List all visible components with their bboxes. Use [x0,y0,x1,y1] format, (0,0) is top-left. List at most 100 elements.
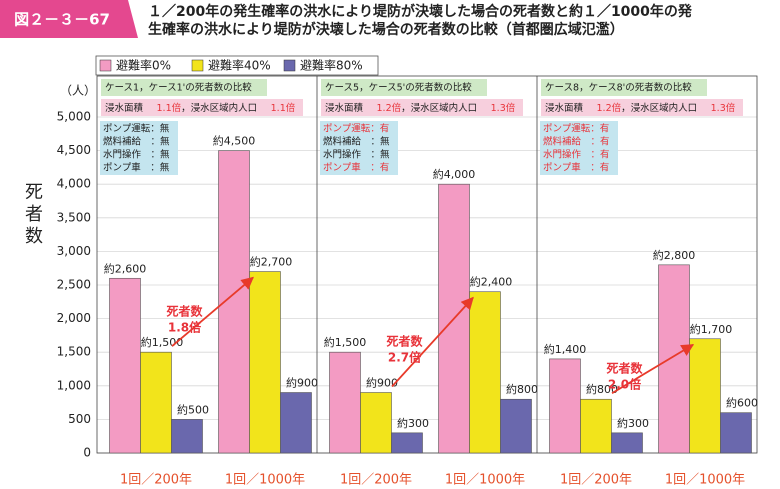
condition: ポンプ運転：有 [543,123,609,135]
x-tick-label: 1回／200年 [560,473,632,488]
bar [140,351,172,454]
condition: 燃料補給 ：無 [103,136,170,148]
value-label: 約600 [726,396,758,410]
value-label: 約300 [397,416,429,430]
condition: ポンプ車 ：無 [103,162,170,174]
condition: ポンプ運転：無 [103,123,170,135]
bar [249,271,281,454]
case-subheader-box [321,99,523,116]
value-label: 約800 [506,382,538,396]
x-tick-label: 1回／1000年 [225,473,305,488]
value-label: 約900 [366,376,398,390]
condition: 水門操作 ：有 [543,149,610,161]
y-tick-label: 0 [83,446,91,460]
x-tick-label: 1回／200年 [120,473,192,488]
value-label: 約900 [286,376,318,390]
bar [171,419,203,454]
ratio-annotation: 死者数 [606,361,643,376]
legend-box [95,55,379,76]
case-subheader: 浸水面積 1.1倍，浸水区域内人口 1.1倍 [105,102,296,114]
value-label: 約1,500 [324,335,367,349]
y-tick-label: 1,500 [57,345,91,359]
subheader-part: 1.3倍 [711,102,736,114]
plot-frame [96,75,758,454]
case-header-box [541,79,707,96]
figure-number: 図２－３－67 [14,11,110,29]
value-label: 約4,000 [433,167,476,181]
subheader-part: 浸水面積 [105,102,153,114]
value-label: 約1,400 [544,342,587,356]
y-tick-label: 500 [68,412,91,426]
subheader-part: 1.3倍 [491,102,516,114]
case-header-box [321,79,487,96]
value-label: 約4,500 [213,134,256,148]
case-header: ケース5，ケース5'の死者数の比較 [325,82,472,94]
ratio-annotation: 死者数 [386,334,423,349]
conditions-box [540,121,618,175]
legend-label: 避難率40% [208,58,271,73]
value-label: 約2,800 [653,248,696,262]
condition: 水門操作 ：無 [323,149,390,161]
case-subheader: 浸水面積 1.2倍，浸水区域内人口 1.3倍 [325,102,516,114]
bar [658,264,690,454]
subheader-part: 浸水面積 [545,102,593,114]
y-tick-label: 4,000 [57,177,91,191]
condition: 水門操作 ：無 [103,149,170,161]
condition: 燃料補給 ：無 [323,136,390,148]
y-tick-label: 4,500 [57,143,91,157]
title-line: １／200年の発生確率の洪水により堤防が決壊した場合の死者数と約１／1000年の… [148,3,693,20]
case-header-box [101,79,267,96]
y-tick-label: 5,000 [57,110,91,124]
figure-number-box [0,0,138,38]
case-subheader: 浸水面積 1.2倍，浸水区域内人口 1.3倍 [545,102,736,114]
condition: 燃料補給 ：有 [543,136,610,148]
bar [109,277,141,454]
ratio-arrow [171,276,254,347]
bar [611,432,643,454]
bar [280,392,312,454]
ratio-annotation: 2.0倍 [608,377,641,392]
legend-swatch [191,59,204,72]
y-tick-label: 2,500 [57,278,91,292]
x-tick-label: 1回／1000年 [665,473,745,488]
subheader-part: 1.1倍 [157,102,182,114]
bar [360,392,392,454]
bar [469,291,501,454]
bar [580,398,612,454]
value-label: 約300 [617,416,649,430]
subheader-part: 1.1倍 [271,102,296,114]
y-axis-label: 死者数 [22,182,43,248]
conditions-box [320,121,398,175]
case-subheader-box [101,99,303,116]
conditions-box [100,121,178,175]
subheader-part: 1.2倍 [597,102,622,114]
ratio-annotation: 2.7倍 [388,350,421,365]
case-subheader-box [541,99,743,116]
subheader-part: 1.2倍 [377,102,402,114]
case-header: ケース8，ケース8'の死者数の比較 [545,82,692,94]
subheader-part: ，浸水区域内人口 [181,102,267,114]
bar [391,432,423,454]
bar [549,358,581,454]
ratio-annotation: 死者数 [166,303,203,318]
value-label: 約2,700 [250,255,293,269]
ratio-arrow [611,343,695,395]
y-tick-label: 2,000 [57,311,91,325]
value-label: 約2,400 [470,275,513,289]
y-tick-label: 1,000 [57,378,91,392]
y-tick-label: 3,500 [57,210,91,224]
ratio-arrow [391,296,474,388]
subheader-part: 浸水面積 [325,102,373,114]
bar [500,398,532,454]
subheader-part: ，浸水区域内人口 [621,102,707,114]
y-unit: （人） [60,84,96,98]
x-tick-label: 1回／1000年 [445,473,525,488]
legend-label: 避難率0% [116,58,171,73]
condition: ポンプ車 ：有 [323,162,389,174]
x-tick-label: 1回／200年 [340,473,412,488]
legend-swatch [283,59,296,72]
ratio-annotation: 1.8倍 [168,319,201,334]
value-label: 約2,600 [104,261,147,275]
legend-label: 避難率80% [300,58,363,73]
title-line: 生確率の洪水により堤防が決壊した場合の死者数の比較（首都圏広域氾濫） [148,21,624,38]
